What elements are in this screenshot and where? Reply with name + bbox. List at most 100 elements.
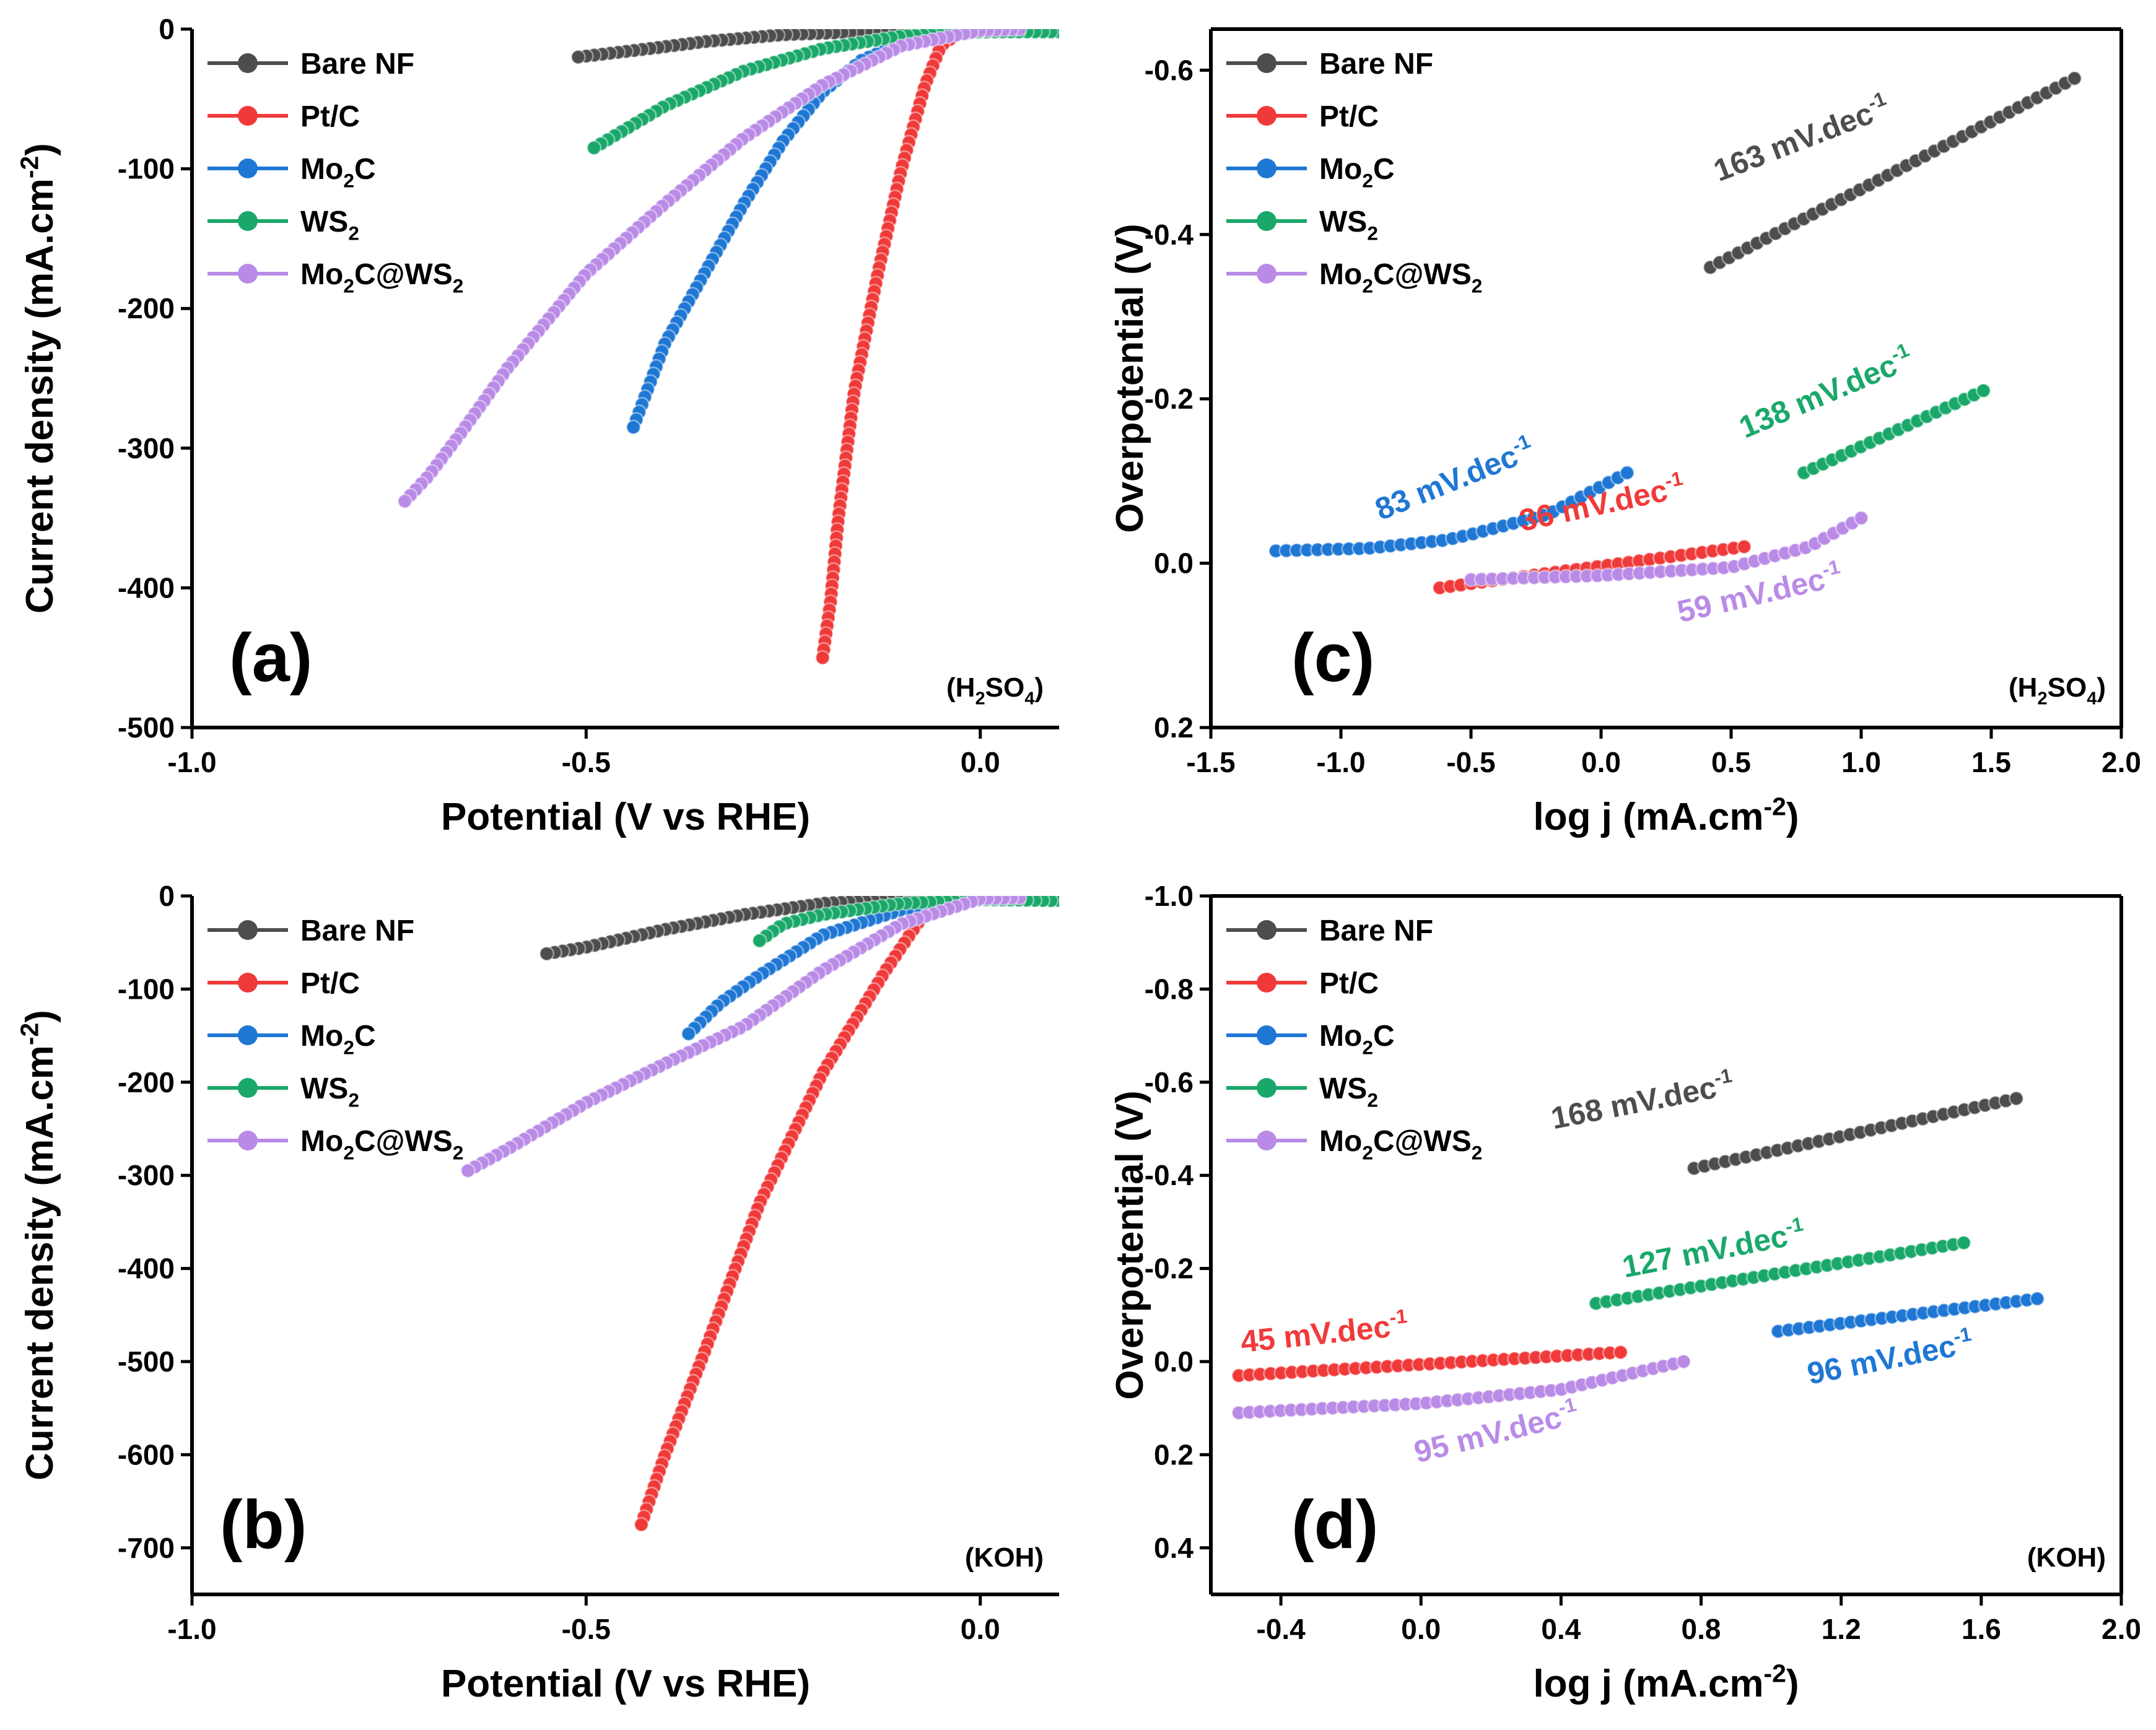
tafel-slope-label: 96 mV.dec-1 bbox=[1804, 1323, 1976, 1391]
legend-label: WS2 bbox=[300, 1072, 359, 1111]
text-part: C bbox=[1373, 153, 1395, 186]
x-tick-label: -1.0 bbox=[167, 746, 216, 778]
x-axis-label: log j (mA.cm-2) bbox=[1533, 792, 1799, 838]
text-part: WS bbox=[300, 1072, 348, 1105]
tafel-unit-sup: -1 bbox=[1388, 1305, 1408, 1329]
legend-marker bbox=[1257, 264, 1277, 284]
text-part: Mo bbox=[1319, 153, 1362, 186]
x-tick-label: -0.4 bbox=[1256, 1613, 1306, 1645]
legend-label: Bare NF bbox=[1319, 915, 1433, 947]
y-tick-label: -0.2 bbox=[1145, 1253, 1194, 1285]
tafel-slope-label: 83 mV.dec-1 bbox=[1369, 430, 1539, 527]
legend-marker bbox=[1257, 159, 1277, 178]
tafel-slope-label: 163 mV.dec-1 bbox=[1708, 87, 1895, 188]
electrolyte-label: (H2SO4) bbox=[2009, 672, 2106, 708]
y-tick-label: -200 bbox=[118, 1066, 175, 1098]
text-part: C@WS bbox=[1373, 1125, 1472, 1158]
legend-marker bbox=[1257, 920, 1277, 940]
text-part: Mo bbox=[1319, 1020, 1362, 1053]
data-point bbox=[681, 1026, 697, 1041]
y-tick-label: -400 bbox=[118, 1253, 175, 1285]
text-part: 2 bbox=[343, 169, 354, 191]
y-tick-label: 0.2 bbox=[1154, 1438, 1194, 1471]
legend-marker bbox=[1257, 1025, 1277, 1045]
data-point bbox=[1619, 465, 1635, 480]
data-point bbox=[1853, 510, 1869, 526]
x-tick-label: 0.5 bbox=[1711, 746, 1751, 778]
legend-label: Mo2C bbox=[1319, 1020, 1395, 1058]
legend-label: Mo2C bbox=[300, 1020, 376, 1058]
chart-panel-c: -1.5 -1.0 -0.5 0.0 0.5 1.0 1.5 2.0 -0.6 -0.4 -0.2 0… bbox=[1109, 27, 2141, 838]
data-point bbox=[2030, 1291, 2045, 1306]
y-tick-label: 0.2 bbox=[1154, 711, 1194, 744]
legend-marker bbox=[238, 159, 258, 178]
electrolyte-label: (KOH) bbox=[965, 1542, 1044, 1573]
text-part: -2 bbox=[15, 156, 43, 178]
legend-label: Mo2C@WS2 bbox=[1319, 1125, 1482, 1163]
tafel-value: 83 mV.dec bbox=[1370, 438, 1522, 527]
y-tick-label: 0.4 bbox=[1154, 1532, 1194, 1564]
legend-marker bbox=[1257, 53, 1277, 73]
y-tick-label: -100 bbox=[118, 153, 175, 185]
tafel-value: 96 mV.dec bbox=[1804, 1328, 1958, 1391]
text-part: (H bbox=[946, 672, 975, 703]
text-part: -2 bbox=[1764, 1659, 1786, 1687]
x-axis-label: log j (mA.cm-2) bbox=[1533, 1659, 1799, 1705]
data-point bbox=[570, 49, 586, 65]
text-part: 2 bbox=[1367, 1089, 1378, 1111]
legend-label: Mo2C@WS2 bbox=[300, 258, 463, 297]
text-part: 2 bbox=[1362, 1141, 1373, 1163]
tafel-value: 163 mV.dec bbox=[1709, 96, 1878, 188]
x-tick-label: 0.0 bbox=[1401, 1613, 1441, 1645]
text-part: ) bbox=[19, 143, 61, 156]
panel-label: (d) bbox=[1291, 1487, 1378, 1563]
legend-marker bbox=[1257, 211, 1277, 231]
data-point bbox=[752, 932, 767, 949]
y-tick-label: 0 bbox=[159, 13, 175, 45]
legend-marker bbox=[238, 920, 258, 940]
legend-marker bbox=[238, 1131, 258, 1150]
x-tick-label: 0.0 bbox=[961, 1613, 1000, 1645]
y-tick-label: -600 bbox=[118, 1438, 175, 1471]
data-point bbox=[1956, 1235, 1971, 1251]
x-tick-label: 1.2 bbox=[1822, 1613, 1861, 1645]
data-point bbox=[397, 493, 412, 509]
legend-label: WS2 bbox=[1319, 1072, 1378, 1111]
data-point bbox=[1976, 383, 1991, 399]
text-part: 2 bbox=[2037, 689, 2047, 708]
text-part: 2 bbox=[1362, 1036, 1373, 1058]
y-tick-label: -500 bbox=[118, 711, 175, 744]
legend-marker bbox=[238, 973, 258, 993]
text-part: 2 bbox=[1472, 1141, 1483, 1163]
text-part: C bbox=[354, 1020, 376, 1053]
y-tick-label: -300 bbox=[118, 1159, 175, 1191]
tafel-value: 168 mV.dec bbox=[1548, 1070, 1719, 1136]
y-tick-label: -1.0 bbox=[1145, 880, 1194, 912]
text-part: SO bbox=[985, 672, 1025, 703]
x-tick-label: 0.8 bbox=[1682, 1613, 1721, 1645]
text-part: C bbox=[354, 153, 376, 186]
legend-label: Bare NF bbox=[300, 915, 414, 947]
text-part: log j (mA.cm bbox=[1533, 796, 1763, 838]
data-point bbox=[460, 1163, 476, 1178]
text-part: 2 bbox=[1367, 222, 1378, 244]
text-part: ) bbox=[1786, 1663, 1799, 1705]
legend-marker bbox=[1257, 1078, 1277, 1098]
legend-marker bbox=[238, 1078, 258, 1098]
x-tick-label: -0.5 bbox=[1446, 746, 1495, 778]
y-axis-label: Current density (mA.cm-2) bbox=[15, 143, 61, 614]
legend-marker bbox=[1257, 1131, 1277, 1150]
x-tick-label: -0.5 bbox=[562, 746, 611, 778]
y-tick-label: -0.4 bbox=[1145, 219, 1194, 251]
data-point bbox=[1676, 1354, 1691, 1370]
data-point bbox=[2009, 1090, 2024, 1106]
tafel-slope-label: 45 mV.dec-1 bbox=[1239, 1305, 1410, 1359]
text-part: Current density (mA.cm bbox=[19, 178, 61, 614]
x-axis-label: Potential (V vs RHE) bbox=[441, 796, 810, 838]
series-group bbox=[460, 896, 1059, 1532]
legend-label: WS2 bbox=[1319, 206, 1378, 244]
text-part: C bbox=[1373, 1020, 1395, 1053]
